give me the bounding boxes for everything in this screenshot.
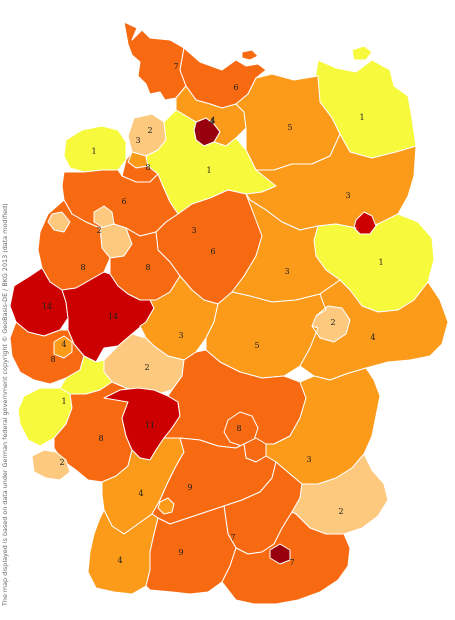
brandenburg-east-region-label: 1: [378, 258, 383, 267]
saarland-region: [31, 449, 71, 481]
cologne-region-label: 8: [50, 355, 55, 364]
oldenburg-region-label: 2: [147, 126, 152, 135]
north-frisia-region-label: 7: [173, 62, 178, 71]
lueneburg-region-label: 4: [209, 117, 214, 126]
osnabrueck-city-region-label: 2: [96, 226, 101, 235]
fehmarn-island-region: [241, 49, 259, 61]
saxony-region-label: 4: [370, 333, 375, 342]
lower-rhine-region-label: 8: [80, 263, 85, 272]
tuebingen-region: [145, 505, 237, 595]
hesse-central-region-label: 2: [144, 363, 149, 372]
ruegen-island-region: [351, 45, 373, 61]
stuttgart-region-label: 9: [187, 483, 192, 492]
frankfurt-region-label: 11: [145, 421, 155, 430]
hesse-north-region: [139, 275, 219, 361]
lower-bavaria-region-label: 2: [338, 507, 343, 516]
westphalia-east-region-label: 8: [145, 263, 150, 272]
saxony-anhalt-region-label: 3: [284, 267, 289, 276]
hamburg-region-label: 4: [210, 116, 215, 125]
muenster-region-label: 6: [121, 197, 126, 206]
tuebingen-region-label: 9: [178, 548, 183, 557]
ruhr-region-label: 14: [108, 312, 118, 321]
upper-franconia-region-label: 8: [236, 424, 241, 433]
east-frisia-region-label: 1: [91, 147, 96, 156]
stuttgart-city-region: [157, 497, 175, 515]
bonn-city-region: [53, 335, 73, 359]
ingolstadt-region-label: 7: [230, 533, 235, 542]
leipzig-region-label: 2: [330, 318, 335, 327]
east-holstein-region-label: 6: [233, 83, 238, 92]
duesseldorf-region-label: 14: [42, 302, 52, 311]
upper-palatinate-region-label: 3: [306, 455, 311, 464]
munich-city-region: [269, 543, 291, 565]
braunschweig-region-label: 6: [210, 247, 215, 256]
bremen-region-label: 3: [135, 136, 140, 145]
hesse-north-region-label: 3: [178, 331, 183, 340]
north-frisia-region: [123, 21, 187, 101]
map-credit: The map displayed is based on data under…: [1, 203, 9, 606]
thuringia-region-label: 5: [254, 341, 259, 350]
saarland-region-label: 2: [59, 458, 64, 467]
upper-bavaria-region-label: 7: [289, 558, 294, 567]
east-frisia-region: [63, 125, 127, 173]
rhineland-palatinate-region-label: 8: [98, 434, 103, 443]
lippe-region: [47, 211, 71, 233]
mecklenburg-region-label: 5: [287, 123, 292, 132]
emsland-region-label: 8: [145, 163, 150, 172]
trier-region-label: 1: [61, 397, 66, 406]
karlsruhe-region-label: 4: [138, 489, 143, 498]
lower-saxony-central-region-label: 1: [206, 166, 211, 175]
hanover-south-region-label: 3: [191, 226, 196, 235]
west-pomerania-region-label: 1: [359, 113, 364, 122]
brandenburg-north-region-label: 3: [345, 191, 350, 200]
freiburg-region-label: 4: [117, 556, 122, 565]
bonn-city-region-label: 4: [61, 340, 66, 349]
